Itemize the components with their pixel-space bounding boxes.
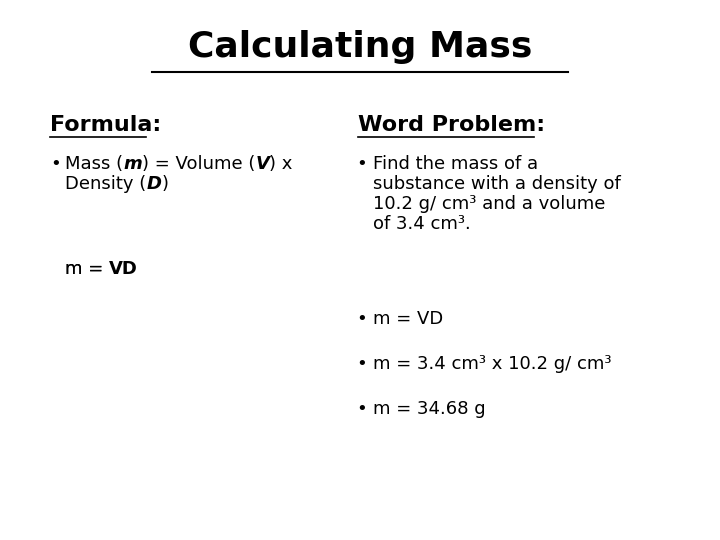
Text: of 3.4 cm³.: of 3.4 cm³. [373, 215, 471, 233]
Text: m: m [123, 155, 142, 173]
Text: ): ) [161, 175, 168, 193]
Text: m = 3.4 cm³ x 10.2 g/ cm³: m = 3.4 cm³ x 10.2 g/ cm³ [373, 355, 611, 373]
Text: V: V [256, 155, 269, 173]
Text: m = 34.68 g: m = 34.68 g [373, 400, 485, 418]
Text: Mass (: Mass ( [65, 155, 123, 173]
Text: Calculating Mass: Calculating Mass [188, 30, 532, 64]
Text: ) x: ) x [269, 155, 292, 173]
Text: •: • [356, 310, 366, 328]
Text: ) = Volume (: ) = Volume ( [142, 155, 256, 173]
Text: •: • [356, 155, 366, 173]
Text: Formula:: Formula: [50, 115, 161, 135]
Text: VD: VD [109, 260, 138, 278]
Text: •: • [356, 400, 366, 418]
Text: m = VD: m = VD [373, 310, 444, 328]
Text: m =: m = [65, 260, 109, 278]
Text: Word Problem:: Word Problem: [358, 115, 545, 135]
Text: Find the mass of a: Find the mass of a [373, 155, 538, 173]
Text: •: • [356, 355, 366, 373]
Text: Density (: Density ( [65, 175, 146, 193]
Text: D: D [146, 175, 161, 193]
Text: 10.2 g/ cm³ and a volume: 10.2 g/ cm³ and a volume [373, 195, 606, 213]
Text: m =: m = [65, 260, 109, 278]
Text: •: • [50, 155, 60, 173]
Text: substance with a density of: substance with a density of [373, 175, 621, 193]
